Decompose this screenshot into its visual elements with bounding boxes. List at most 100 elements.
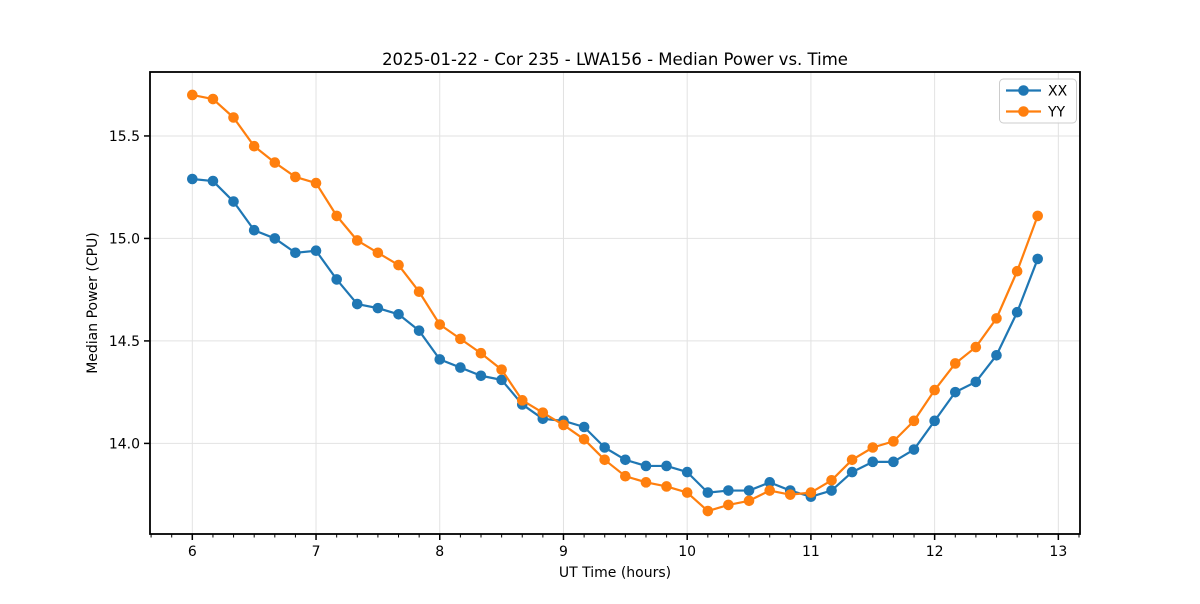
legend: XX YY bbox=[999, 78, 1077, 124]
data-point-marker bbox=[331, 210, 342, 222]
data-point-marker bbox=[929, 415, 940, 427]
data-point-marker bbox=[949, 358, 961, 369]
data-point-marker bbox=[620, 454, 631, 466]
data-point-marker bbox=[248, 224, 260, 236]
data-point-marker bbox=[991, 313, 1002, 324]
data-point-marker bbox=[434, 319, 446, 330]
data-point-marker bbox=[764, 485, 776, 496]
legend-marker-xx bbox=[1018, 85, 1029, 96]
x-tick-label: 6 bbox=[188, 544, 197, 560]
x-tick-labels: 6 7 8 9 10 11 12 13 bbox=[188, 544, 1067, 560]
data-point-marker bbox=[516, 395, 528, 406]
x-tick-label: 8 bbox=[435, 544, 444, 560]
data-point-marker bbox=[496, 374, 507, 386]
data-point-marker bbox=[455, 333, 466, 345]
data-point-marker bbox=[372, 302, 384, 314]
data-point-marker bbox=[908, 415, 920, 427]
data-point-marker bbox=[702, 487, 714, 498]
y-tick-label: 15.5 bbox=[109, 129, 140, 145]
legend-marker-yy bbox=[1018, 106, 1029, 117]
data-point-marker bbox=[351, 235, 363, 246]
series-xx bbox=[187, 173, 1043, 502]
data-point-marker bbox=[475, 370, 487, 382]
axis-ticks bbox=[144, 135, 1080, 540]
data-point-marker bbox=[888, 456, 899, 468]
data-point-marker bbox=[269, 233, 281, 244]
data-point-marker bbox=[970, 376, 982, 388]
data-series bbox=[187, 89, 1043, 517]
data-point-marker bbox=[723, 485, 734, 496]
data-point-marker bbox=[187, 89, 198, 101]
data-point-marker bbox=[578, 434, 590, 445]
data-point-marker bbox=[393, 259, 404, 271]
data-point-marker bbox=[805, 487, 817, 498]
data-point-marker bbox=[620, 470, 631, 482]
series-yy bbox=[187, 89, 1043, 517]
data-point-marker bbox=[496, 364, 507, 375]
data-point-marker bbox=[908, 444, 920, 455]
data-point-marker bbox=[723, 499, 734, 511]
data-point-marker bbox=[826, 485, 837, 496]
data-point-marker bbox=[475, 347, 487, 359]
data-point-marker bbox=[1032, 210, 1043, 222]
y-tick-label: 14.0 bbox=[109, 436, 140, 452]
data-point-marker bbox=[558, 419, 569, 431]
x-tick-label: 13 bbox=[1049, 544, 1067, 560]
data-point-marker bbox=[290, 247, 301, 259]
data-point-marker bbox=[1011, 265, 1023, 277]
data-point-marker bbox=[351, 298, 363, 310]
y-tick-label: 15.0 bbox=[109, 231, 140, 247]
data-point-marker bbox=[228, 196, 239, 207]
data-point-marker bbox=[640, 460, 652, 472]
x-tick-label: 11 bbox=[802, 544, 820, 560]
data-point-marker bbox=[867, 442, 879, 453]
data-point-marker bbox=[248, 140, 260, 152]
data-point-marker bbox=[661, 481, 672, 492]
y-axis-label: Median Power (CPU) bbox=[85, 232, 101, 374]
data-point-marker bbox=[681, 487, 693, 498]
data-point-marker bbox=[929, 384, 940, 396]
data-point-marker bbox=[599, 454, 610, 466]
plot-frame bbox=[149, 71, 1081, 535]
data-point-marker bbox=[846, 454, 858, 466]
data-point-marker bbox=[372, 247, 384, 259]
grid-lines bbox=[150, 72, 1080, 534]
data-point-marker bbox=[702, 505, 714, 517]
data-point-marker bbox=[599, 442, 610, 453]
x-tick-label: 7 bbox=[312, 544, 321, 560]
data-point-marker bbox=[207, 175, 219, 187]
data-point-marker bbox=[640, 477, 652, 488]
data-point-marker bbox=[537, 407, 549, 418]
data-point-marker bbox=[764, 477, 776, 488]
data-point-marker bbox=[681, 466, 693, 478]
data-point-marker bbox=[661, 460, 672, 472]
data-point-marker bbox=[455, 362, 466, 373]
data-point-marker bbox=[187, 173, 198, 185]
data-point-marker bbox=[290, 171, 301, 183]
legend-label-yy: YY bbox=[1047, 105, 1066, 121]
x-tick-label: 10 bbox=[678, 544, 696, 560]
data-point-marker bbox=[1011, 306, 1023, 318]
data-point-marker bbox=[331, 274, 342, 285]
data-point-marker bbox=[743, 495, 755, 507]
data-point-marker bbox=[867, 456, 879, 468]
data-point-marker bbox=[949, 386, 961, 398]
data-point-marker bbox=[413, 325, 425, 336]
data-point-marker bbox=[393, 308, 404, 320]
legend-label-xx: XX bbox=[1048, 84, 1068, 100]
data-point-marker bbox=[784, 489, 796, 500]
y-tick-label: 14.5 bbox=[109, 334, 140, 350]
data-point-marker bbox=[743, 485, 755, 496]
data-point-marker bbox=[310, 245, 322, 257]
data-point-marker bbox=[434, 354, 446, 365]
data-point-marker bbox=[310, 177, 322, 189]
data-point-marker bbox=[846, 466, 858, 478]
x-tick-label: 12 bbox=[926, 544, 944, 560]
data-point-marker bbox=[1032, 253, 1043, 265]
data-point-marker bbox=[888, 436, 899, 447]
data-point-marker bbox=[991, 349, 1002, 361]
chart-title: 2025-01-22 - Cor 235 - LWA156 - Median P… bbox=[382, 50, 848, 69]
data-point-marker bbox=[578, 421, 590, 433]
data-point-marker bbox=[970, 341, 982, 353]
